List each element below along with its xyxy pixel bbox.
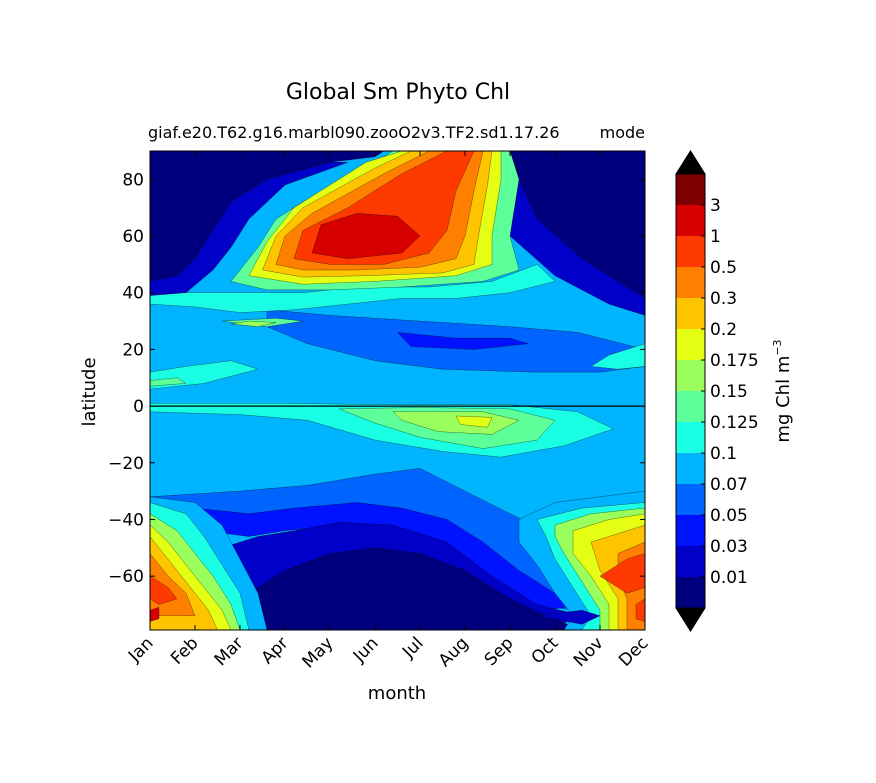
colorbar-tick-label: 0.5 [710, 258, 737, 278]
contour-band [599, 553, 645, 594]
plot-area [150, 151, 645, 630]
colorbar-tick-label: 0.3 [710, 289, 737, 309]
contour-bands [150, 151, 645, 630]
y-tick-label: 60 [122, 227, 144, 247]
y-tick-label: −40 [108, 510, 144, 530]
contour-band [396, 332, 529, 350]
x-tick-label: Dec [615, 633, 652, 670]
contour-band [635, 598, 645, 622]
colorbar-tick-label: 0.125 [710, 413, 759, 433]
x-tick-label: Sep [481, 633, 518, 670]
colorbar-swatch [676, 267, 705, 298]
contour-band [150, 162, 349, 296]
colorbar [675, 150, 706, 632]
y-axis-ticks: −60 −40 −20 0 20 40 60 80 [108, 170, 645, 587]
colorbar-swatch [676, 453, 705, 484]
y-tick-label: 40 [122, 284, 144, 304]
colorbar-swatch [676, 329, 705, 360]
colorbar-swatch [676, 577, 705, 608]
colorbar-label: mg Chl m−3 [771, 339, 794, 442]
colorbar-tick-label: 0.07 [710, 475, 748, 495]
x-tick-label: Mar [211, 633, 248, 670]
colorbar-tick-label: 0.03 [710, 537, 748, 557]
x-tick-label: Apr [258, 633, 293, 668]
colorbar-tick-label: 0.01 [710, 568, 748, 588]
colorbar-swatch [676, 174, 705, 205]
colorbar-extend-min [675, 607, 706, 632]
colorbar-swatch [676, 484, 705, 515]
y-tick-label: −20 [108, 454, 144, 474]
colorbar-swatch [676, 298, 705, 329]
x-axis-label: month [368, 683, 426, 704]
chart-title: Global Sm Phyto Chl [286, 80, 510, 105]
colorbar-ticks: 0.01 0.03 0.05 0.07 0.1 0.125 0.15 0.175 0.2 0.3 0… [701, 196, 759, 588]
plot-frame [149, 150, 646, 631]
x-tick-label: May [299, 633, 338, 672]
colorbar-tick-label: 0.2 [710, 320, 737, 340]
x-tick-label: Feb [167, 633, 202, 668]
y-axis-label: latitude [79, 357, 100, 426]
contour-band [248, 547, 583, 630]
colorbar-swatch [676, 515, 705, 546]
colorbar-swatch [676, 236, 705, 267]
contour-band [150, 377, 187, 387]
contour-band [455, 415, 493, 428]
colorbar-extend-max [675, 150, 706, 175]
y-tick-label: −60 [108, 567, 144, 587]
colorbar-swatch [676, 360, 705, 391]
x-tick-label: Aug [435, 633, 473, 671]
colorbar-swatch [676, 546, 705, 577]
contour-band [230, 320, 277, 327]
colorbar-tick-label: 1 [710, 227, 721, 247]
chart-subtitle-left: giaf.e20.T62.g16.marbl090.zooO2v3.TF2.sd… [148, 123, 560, 142]
x-tick-label: Oct [528, 633, 563, 668]
colorbar-tick-label: 3 [710, 196, 721, 216]
colorbar-swatch [676, 391, 705, 422]
chart-subtitle-right: mode [600, 123, 645, 142]
colorbar-swatch [676, 205, 705, 236]
contour-band [311, 213, 421, 259]
x-tick-label: Jun [349, 633, 383, 667]
colorbar-swatch [676, 422, 705, 453]
x-tick-label: Jul [398, 633, 427, 662]
colorbar-tick-label: 0.1 [710, 444, 737, 464]
x-tick-label: Nov [570, 633, 608, 671]
contour-band [150, 606, 160, 622]
x-tick-label: Jan [124, 633, 157, 666]
colorbar-tick-label: 0.05 [710, 506, 748, 526]
colorbar-label-exponent: −3 [771, 339, 784, 355]
y-tick-label: 0 [133, 397, 144, 417]
contour-band [590, 343, 645, 370]
colorbar-tick-label: 0.175 [710, 351, 759, 371]
contour-band [536, 609, 601, 625]
colorbar-tick-label: 0.15 [710, 382, 748, 402]
contour-band [150, 575, 178, 605]
y-tick-label: 20 [122, 340, 144, 360]
colorbar-label-unit: mg Chl m [773, 356, 794, 443]
y-tick-label: 80 [122, 170, 144, 190]
